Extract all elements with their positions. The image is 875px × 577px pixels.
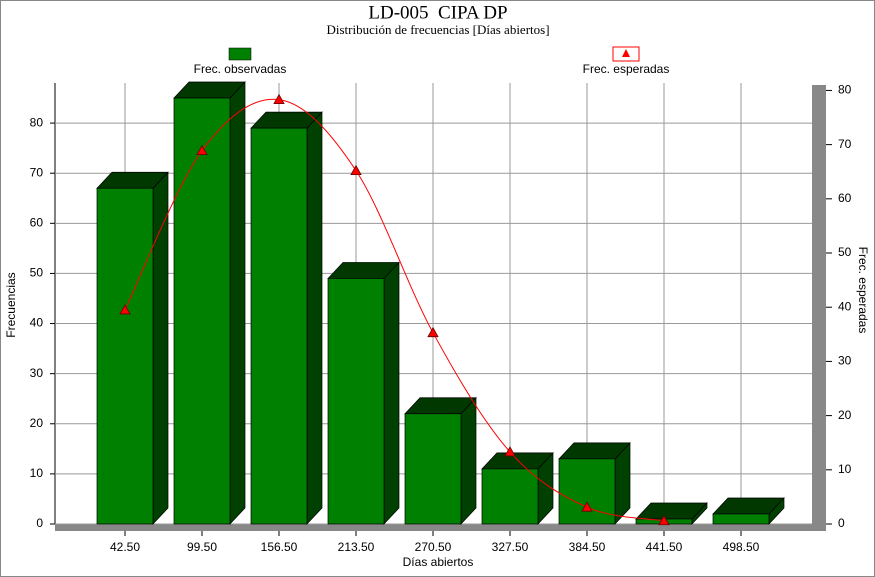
x-tick-label: 441.50	[646, 540, 683, 554]
x-axis-label: Días abiertos	[403, 555, 474, 569]
y2-tick-label: 10	[838, 462, 852, 476]
legend-label: Frec. observadas	[194, 62, 287, 76]
bar-side	[383, 261, 400, 525]
y-tick-label: 20	[30, 416, 44, 430]
bar-side	[152, 171, 169, 525]
x-tick-label: 99.50	[187, 540, 217, 554]
marker	[504, 446, 516, 457]
bar	[327, 278, 385, 525]
chart-subtitle: Distribución de frecuencias [Días abiert…	[326, 22, 549, 37]
x-tick-label: 213.50	[338, 540, 375, 554]
y-tick-label: 60	[30, 215, 44, 229]
bar-side	[460, 396, 477, 525]
x-tick-label: 270.50	[415, 540, 452, 554]
floor	[55, 524, 826, 531]
bar	[404, 413, 462, 525]
marker	[273, 93, 285, 105]
chart-title: LD-005 CIPA DP	[368, 2, 507, 23]
y2-tick-label: 80	[838, 83, 852, 97]
marker	[658, 514, 670, 526]
y2-tick-label: 20	[838, 408, 852, 422]
x-tick-label: 327.50	[492, 540, 529, 554]
bar	[96, 187, 154, 525]
x-tick-label: 156.50	[261, 540, 298, 554]
bar-side	[306, 111, 323, 525]
y2-tick-label: 60	[838, 191, 852, 205]
bar	[712, 513, 770, 525]
y-tick-label: 50	[30, 266, 44, 280]
right-wall	[812, 85, 826, 531]
y2-tick-label: 70	[838, 137, 852, 151]
y2-tick-label: 0	[838, 516, 845, 530]
legend-label: Frec. esperadas	[583, 62, 670, 76]
y2-tick-label: 50	[838, 245, 852, 259]
bar	[558, 458, 616, 525]
legend-marker	[622, 49, 630, 57]
y-tick-label: 40	[30, 316, 44, 330]
marker	[119, 304, 131, 315]
bar	[250, 127, 308, 525]
y2-tick-label: 30	[838, 354, 852, 368]
x-tick-label: 42.50	[110, 540, 140, 554]
x-tick-label: 498.50	[723, 540, 760, 554]
bar	[173, 97, 231, 525]
marker	[350, 164, 362, 176]
marker	[581, 501, 593, 512]
y-tick-label: 80	[30, 115, 44, 129]
y2-axis-label: Frec. esperadas	[856, 247, 870, 334]
y-tick-label: 10	[30, 466, 44, 480]
y2-tick-label: 40	[838, 299, 852, 313]
bar-side	[229, 81, 246, 525]
bar	[481, 468, 539, 525]
y-tick-label: 30	[30, 366, 44, 380]
legend-swatch	[228, 47, 252, 61]
marker	[196, 144, 208, 155]
x-tick-label: 384.50	[569, 540, 606, 554]
y-axis-label: Frecuencias	[4, 272, 18, 337]
y-tick-label: 0	[36, 516, 43, 530]
marker	[427, 326, 439, 338]
y-tick-label: 70	[30, 165, 44, 179]
